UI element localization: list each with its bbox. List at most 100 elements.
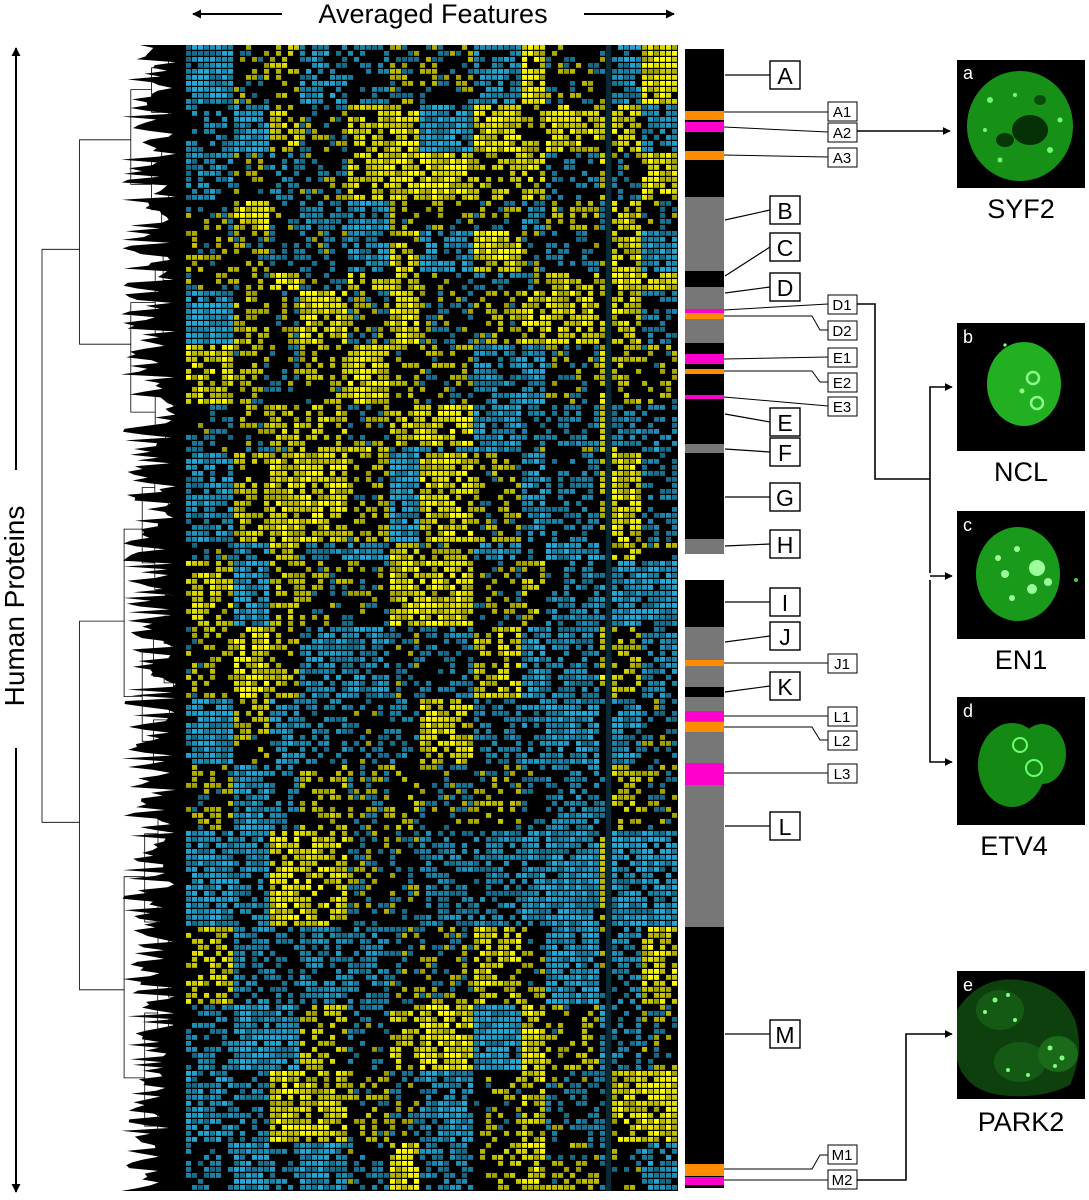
cluster-label-M: M (725, 1019, 801, 1049)
cluster-I-band (685, 580, 724, 627)
subcluster-label-D1-text: D1 (832, 297, 851, 314)
subcluster-label-E2: E2 (724, 370, 858, 393)
nucleus-d2 (1018, 724, 1066, 784)
arrow-M2-to-e (857, 1030, 953, 1181)
cluster-label-J: J (724, 621, 801, 651)
cluster-label-J-text: J (779, 624, 791, 650)
subcluster-L1-band (685, 711, 724, 721)
cluster-label-L: L (725, 811, 801, 841)
subcluster-label-D2: D2 (724, 315, 858, 341)
subcluster-J1-band (685, 660, 724, 666)
subcluster-label-A3-text: A3 (833, 150, 851, 167)
subcluster-D1-band (685, 309, 724, 313)
subcluster-label-L2: L2 (724, 726, 858, 751)
subcluster-A1-band (685, 111, 724, 120)
panel-letter-a: a (963, 63, 974, 83)
subcluster-L3-band (685, 763, 724, 785)
subcluster-label-A3: A3 (723, 147, 858, 168)
subcluster-label-L1-text: L1 (834, 709, 851, 726)
subcluster-label-L3: L3 (724, 763, 858, 784)
subcluster-labels: A1 A2 A3 D1 D2 E1 E2 (723, 101, 858, 1190)
dendrogram (41, 45, 186, 1191)
panel-letter-e: e (963, 975, 973, 995)
subcluster-label-A1-text: A1 (833, 104, 851, 121)
cluster-label-D: D (724, 272, 801, 302)
cluster-label-E: E (724, 407, 801, 437)
cluster-J-band (685, 627, 724, 687)
subcluster-label-M2-text: M2 (832, 1172, 853, 1189)
subcluster-label-L3-text: L3 (834, 766, 851, 783)
cluster-label-K-text: K (777, 674, 793, 700)
subcluster-E3-band (685, 395, 724, 399)
subcluster-M1-band (685, 1164, 724, 1176)
subcluster-label-E1: E1 (723, 347, 858, 368)
cell-image-d: d ETV4 (957, 697, 1085, 861)
cluster-H-band (685, 539, 724, 554)
cluster-label-B: B (724, 195, 801, 225)
protein-label-c: EN1 (995, 645, 1048, 675)
subcluster-label-J1-text: J1 (834, 656, 850, 673)
cluster-label-C: C (724, 232, 801, 277)
cluster-label-E-text: E (777, 410, 792, 436)
cluster-C-band (685, 271, 724, 287)
cluster-label-I: I (725, 587, 801, 617)
cluster-K-band (685, 687, 724, 697)
subcluster-label-E1-text: E1 (833, 350, 851, 367)
cluster-label-H-text: H (777, 532, 794, 558)
subcluster-label-A1: A1 (724, 101, 858, 122)
subcluster-label-E2-text: E2 (833, 375, 851, 392)
cell-image-e: e PARK2 (957, 971, 1085, 1137)
cluster-bar (683, 47, 725, 1189)
cluster-label-H: H (724, 529, 801, 559)
cluster-B-band (685, 197, 724, 271)
cluster-label-F-text: F (778, 440, 792, 466)
subcluster-M2-band (685, 1177, 724, 1185)
protein-label-d: ETV4 (980, 831, 1048, 861)
subcluster-A2-band (685, 122, 724, 132)
subcluster-label-E3-text: E3 (833, 399, 851, 416)
subcluster-label-M1: M1 (724, 1144, 858, 1170)
subcluster-label-L2-text: L2 (834, 733, 851, 750)
cluster-label-A: A (725, 60, 801, 90)
subcluster-label-M1-text: M1 (832, 1147, 853, 1164)
cluster-label-G-text: G (776, 485, 794, 511)
cluster-label-G: G (725, 482, 801, 512)
subcluster-L2-band (685, 722, 724, 732)
subcluster-E2-band (685, 369, 724, 374)
subcluster-label-A2: A2 (723, 122, 858, 143)
subcluster-A3-band (685, 151, 724, 160)
arrow-D1-bracket (857, 303, 930, 480)
subcluster-label-D2-text: D2 (832, 323, 851, 340)
cluster-label-B-text: B (777, 198, 792, 224)
cluster-label-I-text: I (782, 590, 788, 616)
cluster-label-C-text: C (777, 235, 794, 261)
major-cluster-labels: A B C D E F G (724, 60, 801, 1049)
arrow-to-d (929, 580, 953, 766)
cluster-M-band (685, 927, 724, 1188)
cluster-label-A-text: A (777, 63, 793, 89)
cell-image-c: c EN1 (957, 511, 1085, 675)
heatmap-cells (186, 45, 678, 1191)
top-axis-label: Averaged Features (318, 0, 547, 29)
top-axis: Averaged Features (192, 0, 675, 29)
connector-arrows (857, 127, 953, 1181)
cluster-G-band (685, 453, 724, 539)
subcluster-E1-band (685, 354, 724, 364)
subcluster-D2-band (685, 313, 724, 319)
panel-letter-b: b (963, 327, 973, 347)
left-axis: Human Proteins (0, 47, 30, 1193)
nucleus-c (976, 527, 1060, 621)
cluster-L-band (685, 697, 724, 927)
subcluster-label-A2-text: A2 (833, 125, 851, 142)
subcluster-label-J1: J1 (724, 653, 858, 674)
arrow-to-b (929, 383, 953, 573)
nucleus-a-dark-spot (1012, 115, 1048, 145)
protein-label-e: PARK2 (978, 1107, 1065, 1137)
cluster-F-band (685, 444, 724, 453)
cell-image-b: b NCL (957, 323, 1085, 487)
cluster-label-D-text: D (777, 275, 794, 301)
subcluster-label-E3: E3 (723, 396, 858, 417)
cluster-label-M-text: M (775, 1022, 794, 1048)
cell-image-a: a SYF2 (957, 60, 1085, 224)
panel-letter-c: c (963, 515, 972, 535)
